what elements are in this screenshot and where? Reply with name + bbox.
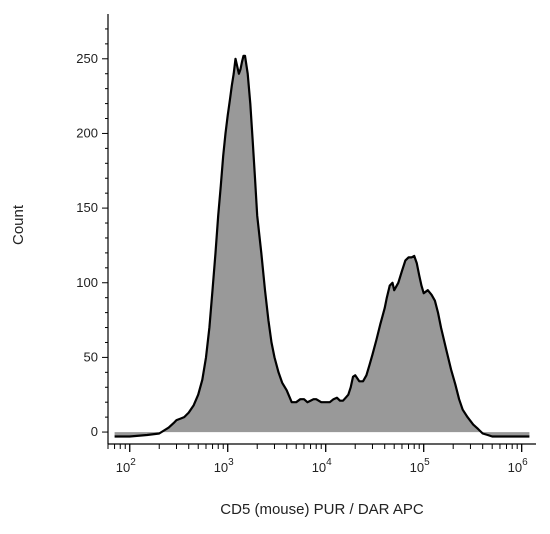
y-tick-label: 250 (76, 51, 98, 66)
x-tick-label: 105 (410, 457, 430, 475)
y-axis-label: Count (10, 204, 27, 245)
x-tick-label: 103 (214, 457, 234, 475)
x-tick-label: 102 (116, 457, 136, 475)
y-tick-label: 200 (76, 125, 98, 140)
x-tick-label: 104 (312, 457, 332, 475)
x-axis: 102 103 104 105 106 (107, 443, 536, 475)
plot-area (114, 54, 530, 438)
x-axis-label: CD5 (mouse) PUR / DAR APC (220, 501, 424, 518)
y-axis: 0 50 100 150 200 250 (76, 14, 109, 444)
x-tick-label: 106 (508, 457, 528, 475)
y-tick-label: 100 (76, 275, 98, 290)
histogram-area-fill (114, 55, 530, 437)
y-tick-label: 150 (76, 200, 98, 215)
y-tick-label: 50 (84, 349, 98, 364)
histogram-line (114, 54, 530, 438)
y-tick-label: 0 (91, 424, 98, 439)
